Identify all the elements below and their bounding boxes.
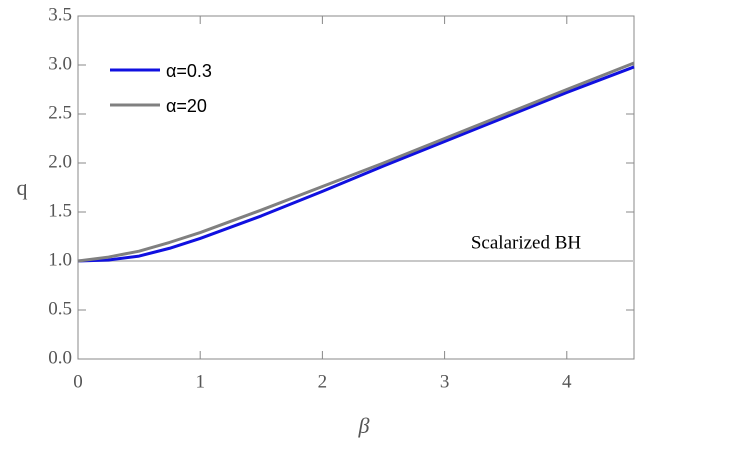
y-tick-label: 1.5 — [48, 200, 72, 221]
series-line — [77, 61, 635, 263]
x-tick-label: 4 — [562, 371, 572, 392]
y-tick-label: 1.0 — [48, 249, 72, 270]
x-axis-label: β — [358, 413, 370, 438]
annotation: Scalarized BH — [471, 232, 582, 253]
y-tick-label: 3.0 — [48, 53, 72, 74]
x-tick-label: 3 — [440, 371, 450, 392]
y-tick-label: 3.5 — [48, 4, 72, 25]
y-axis-label: q — [17, 175, 28, 200]
x-tick-label: 1 — [195, 371, 205, 392]
y-tick-label: 2.0 — [48, 151, 72, 172]
series-line — [77, 65, 635, 263]
x-tick-label: 0 — [73, 371, 83, 392]
y-tick-label: 0.0 — [48, 347, 72, 368]
y-tick-label: 0.5 — [48, 298, 72, 319]
y-tick-label: 2.5 — [48, 102, 72, 123]
plot-frame — [77, 15, 635, 360]
x-tick-label: 2 — [318, 371, 328, 392]
legend-label: α=20 — [166, 96, 207, 116]
legend-label: α=0.3 — [166, 61, 212, 81]
